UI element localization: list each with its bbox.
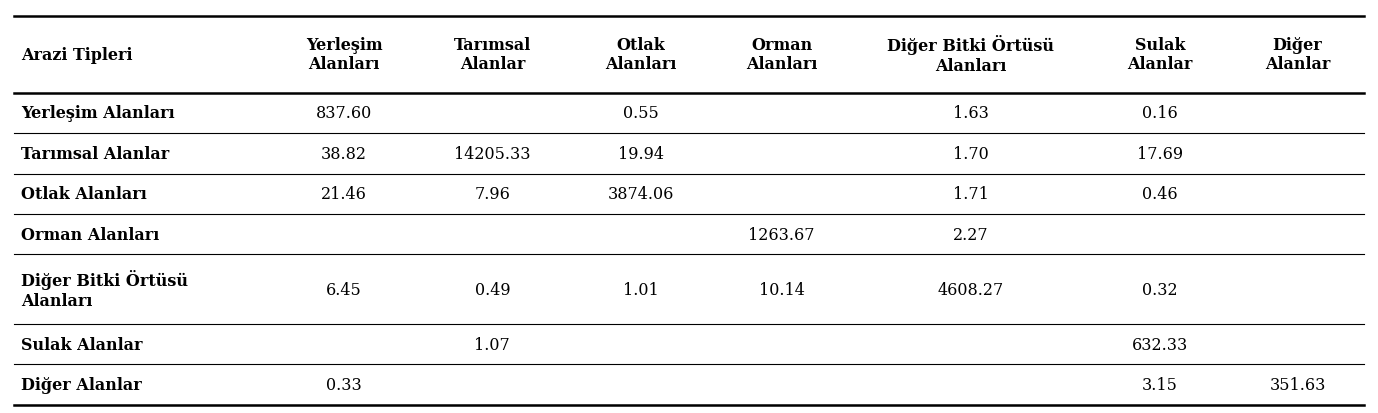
Text: 351.63: 351.63 [1269, 376, 1326, 393]
Text: Diğer
Alanlar: Diğer Alanlar [1265, 37, 1330, 73]
Text: Yerleşim Alanları: Yerleşim Alanları [21, 105, 174, 122]
Text: 1.07: 1.07 [474, 336, 510, 353]
Text: 21.46: 21.46 [321, 186, 367, 203]
Text: 0.46: 0.46 [1142, 186, 1178, 203]
Text: Orman Alanları: Orman Alanları [21, 226, 158, 243]
Text: 0.49: 0.49 [474, 281, 510, 298]
Text: 14205.33: 14205.33 [455, 145, 531, 162]
Text: 0.32: 0.32 [1142, 281, 1178, 298]
Text: 4608.27: 4608.27 [938, 281, 1005, 298]
Text: Diğer Bitki Örtüsü
Alanları: Diğer Bitki Örtüsü Alanları [887, 35, 1054, 75]
Text: 3874.06: 3874.06 [608, 186, 674, 203]
Text: Yerleşim
Alanları: Yerleşim Alanları [306, 37, 382, 73]
Text: Tarımsal Alanlar: Tarımsal Alanlar [21, 145, 169, 162]
Text: 1263.67: 1263.67 [748, 226, 814, 243]
Text: 1.70: 1.70 [954, 145, 989, 162]
Text: Tarımsal
Alanlar: Tarımsal Alanlar [453, 37, 531, 73]
Text: 7.96: 7.96 [474, 186, 510, 203]
Text: Sulak Alanlar: Sulak Alanlar [21, 336, 142, 353]
Text: Otlak
Alanları: Otlak Alanları [605, 37, 677, 73]
Text: 17.69: 17.69 [1137, 145, 1184, 162]
Text: 2.27: 2.27 [954, 226, 989, 243]
Text: 3.15: 3.15 [1142, 376, 1178, 393]
Text: 6.45: 6.45 [327, 281, 362, 298]
Text: Orman
Alanları: Orman Alanları [745, 37, 817, 73]
Text: Arazi Tipleri: Arazi Tipleri [21, 47, 132, 64]
Text: 19.94: 19.94 [617, 145, 664, 162]
Text: 837.60: 837.60 [316, 105, 372, 122]
Text: 0.16: 0.16 [1142, 105, 1178, 122]
Text: Otlak Alanları: Otlak Alanları [21, 186, 146, 203]
Text: Sulak
Alanlar: Sulak Alanlar [1127, 37, 1193, 73]
Text: Diğer Bitki Örtüsü
Alanları: Diğer Bitki Örtüsü Alanları [21, 270, 187, 309]
Text: 0.33: 0.33 [327, 376, 362, 393]
Text: Diğer Alanlar: Diğer Alanlar [21, 376, 142, 393]
Text: 0.55: 0.55 [623, 105, 659, 122]
Text: 1.63: 1.63 [954, 105, 989, 122]
Text: 1.71: 1.71 [954, 186, 989, 203]
Text: 10.14: 10.14 [759, 281, 805, 298]
Text: 632.33: 632.33 [1133, 336, 1188, 353]
Text: 1.01: 1.01 [623, 281, 659, 298]
Text: 38.82: 38.82 [321, 145, 367, 162]
